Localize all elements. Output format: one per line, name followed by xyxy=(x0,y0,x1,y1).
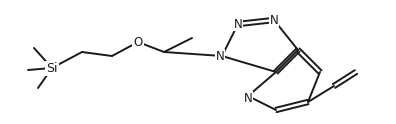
Text: O: O xyxy=(133,35,143,48)
Text: Si: Si xyxy=(46,62,58,75)
Text: N: N xyxy=(216,49,225,62)
Text: N: N xyxy=(244,92,252,105)
Text: N: N xyxy=(270,14,278,27)
Text: N: N xyxy=(234,17,242,31)
